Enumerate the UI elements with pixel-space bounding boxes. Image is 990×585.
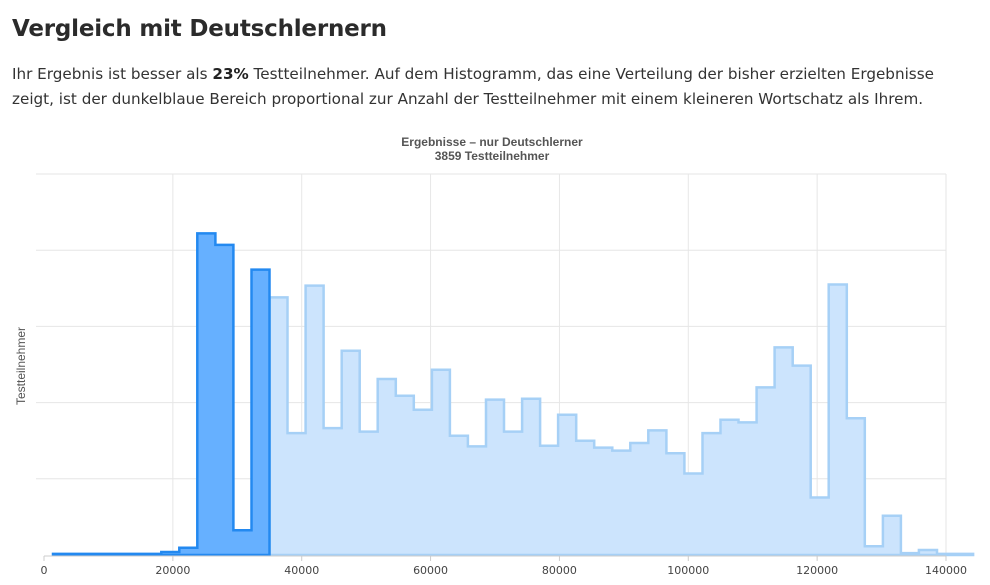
histogram-bin xyxy=(540,446,558,555)
histogram-bin xyxy=(251,270,269,555)
intro-text-before: Ihr Ergebnis ist besser als xyxy=(12,65,213,83)
histogram-bin xyxy=(179,548,197,555)
x-tick-label: 120000 xyxy=(796,564,838,577)
histogram-bin xyxy=(829,284,847,555)
histogram-bin xyxy=(576,441,594,555)
x-tick-label: 60000 xyxy=(413,564,448,577)
percentile-value: 23% xyxy=(212,65,249,83)
histogram-bin xyxy=(107,554,125,555)
x-tick-label: 40000 xyxy=(284,564,319,577)
histogram-bin xyxy=(414,410,432,555)
histogram-bin xyxy=(233,530,251,555)
histogram-bin xyxy=(288,433,306,555)
histogram-bin xyxy=(504,432,522,555)
histogram-bin xyxy=(53,554,71,555)
x-tick-label: 0 xyxy=(41,564,48,577)
histogram-bin xyxy=(702,433,720,555)
histogram-bin xyxy=(919,550,937,555)
histogram-bin xyxy=(883,516,901,555)
histogram-bin xyxy=(432,370,450,555)
intro-text-after: Testteilnehmer. Auf dem Histogramm, das … xyxy=(12,65,934,108)
histogram-bin xyxy=(396,396,414,555)
histogram-bin xyxy=(721,420,739,555)
x-axis-ticks: 0 20000 40000 60000 80000 100000 120000 140000 xyxy=(41,555,967,577)
histogram-bin xyxy=(739,422,757,555)
result-description: Ihr Ergebnis ist besser als 23% Testteil… xyxy=(12,62,972,112)
chart-title: Ergebnisse – nur Deutschlerner xyxy=(401,135,583,149)
histogram-bin xyxy=(684,473,702,555)
y-axis-label: Testteilnehmer xyxy=(14,327,28,405)
histogram-bin xyxy=(378,379,396,555)
histogram-areas xyxy=(51,232,975,557)
chart-subtitle: 3859 Testteilnehmer xyxy=(435,149,550,163)
x-tick-label: 100000 xyxy=(667,564,709,577)
histogram-bin xyxy=(955,554,973,555)
histogram-bin xyxy=(522,399,540,555)
histogram-bin xyxy=(594,448,612,555)
histogram-chart: 0 20000 40000 60000 80000 100000 120000 140000 … xyxy=(14,135,975,577)
histogram-bin xyxy=(612,451,630,555)
histogram-bin xyxy=(360,432,378,555)
histogram-bin xyxy=(197,233,215,555)
histogram-bin xyxy=(486,400,504,555)
histogram-bin xyxy=(558,415,576,555)
histogram-bin xyxy=(865,546,883,555)
histogram-bin xyxy=(270,297,288,555)
histogram-bin xyxy=(468,446,486,555)
histogram-bins xyxy=(53,233,973,555)
histogram-bin xyxy=(215,245,233,555)
x-tick-label: 140000 xyxy=(925,564,967,577)
histogram-bin xyxy=(666,453,684,555)
histogram-bin xyxy=(161,552,179,555)
histogram-bin xyxy=(342,351,360,555)
histogram-bin xyxy=(71,554,89,555)
histogram-bin xyxy=(937,554,955,555)
histogram-area-below-result xyxy=(51,232,271,557)
histogram-bin xyxy=(306,286,324,555)
histogram-bin xyxy=(757,387,775,555)
histogram-bin xyxy=(324,428,342,555)
histogram-area-above-result xyxy=(268,283,975,557)
histogram-bin xyxy=(648,430,666,555)
histogram-bin xyxy=(811,497,829,555)
histogram-bin xyxy=(775,347,793,555)
histogram-bin xyxy=(89,554,107,555)
histogram-bin xyxy=(630,443,648,555)
page-heading: Vergleich mit Deutschlernern xyxy=(12,16,387,42)
histogram-bin xyxy=(847,418,865,555)
histogram-bin xyxy=(125,554,143,555)
histogram-bin xyxy=(450,436,468,555)
histogram-bin xyxy=(901,553,919,555)
x-tick-label: 80000 xyxy=(542,564,577,577)
x-tick-label: 20000 xyxy=(155,564,190,577)
histogram-bin xyxy=(143,554,161,555)
histogram-bin xyxy=(793,366,811,555)
